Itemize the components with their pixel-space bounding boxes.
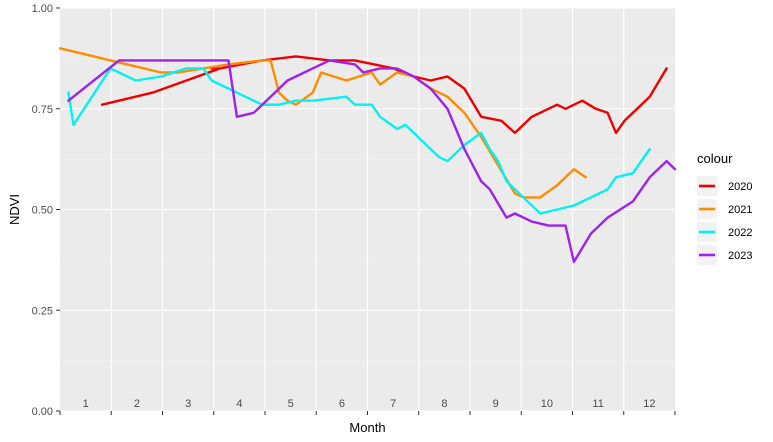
series-line-2020	[100, 55, 668, 135]
month-label: 5	[288, 398, 294, 410]
series-line-2023	[67, 59, 677, 264]
month-label: 6	[339, 398, 345, 410]
series-line-2022	[67, 67, 651, 215]
month-label: 7	[390, 398, 396, 410]
legend-label-2023: 2023	[728, 250, 752, 262]
x-axis-title: Month	[349, 420, 385, 435]
legend-title: colour	[697, 151, 733, 166]
month-label: 9	[493, 398, 499, 410]
month-label: 12	[643, 398, 655, 410]
month-label: 10	[541, 398, 553, 410]
legend-label-2021: 2021	[728, 204, 752, 216]
y-tick-label: 0.25	[32, 305, 53, 317]
month-label: 1	[83, 398, 89, 410]
month-label: 3	[185, 398, 191, 410]
y-tick-label: 0.75	[32, 104, 53, 116]
month-label: 4	[236, 398, 242, 410]
y-axis-title: NDVI	[7, 194, 22, 225]
legend-label-2020: 2020	[728, 181, 752, 193]
y-tick-label: 1.00	[32, 3, 53, 15]
month-label: 2	[134, 398, 140, 410]
y-tick-label: 0.00	[32, 406, 53, 418]
month-label: 8	[441, 398, 447, 410]
legend-label-2022: 2022	[728, 227, 752, 239]
month-label: 11	[592, 398, 603, 410]
legend: colour 2020 2021 2022 2023	[697, 151, 752, 265]
y-tick-label: 0.50	[32, 205, 53, 217]
